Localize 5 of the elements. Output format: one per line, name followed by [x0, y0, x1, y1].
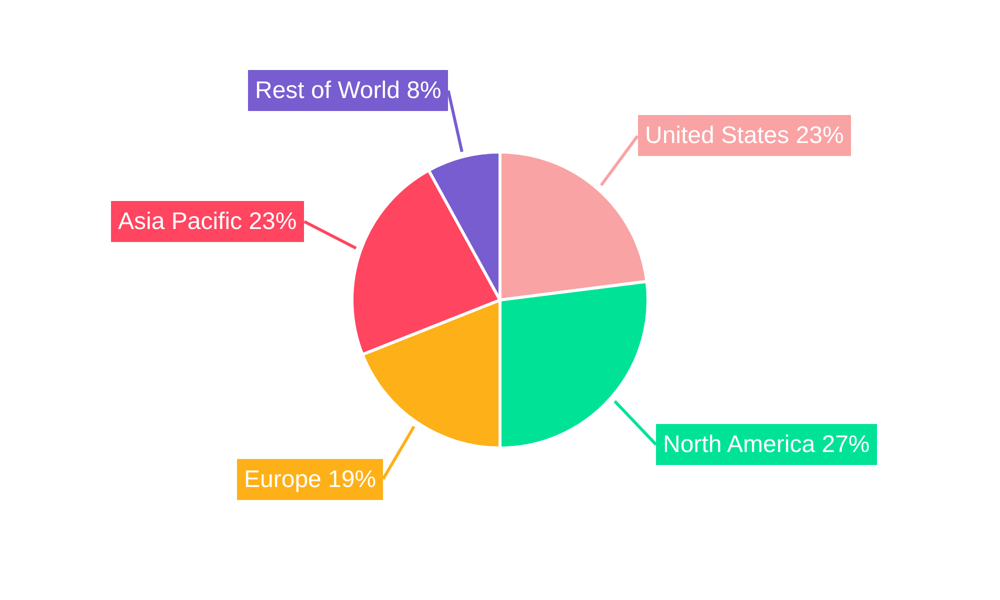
slice-label: Europe 19%	[244, 466, 376, 493]
slice-label: Rest of World 8%	[255, 77, 442, 104]
slice-label: North America 27%	[663, 431, 870, 458]
slice-label: Asia Pacific 23%	[118, 208, 297, 235]
slice-label: United States 23%	[645, 122, 844, 149]
